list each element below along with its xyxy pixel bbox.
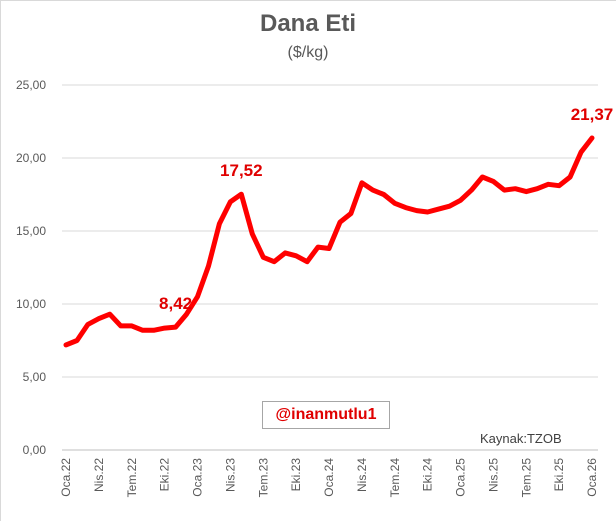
- x-tick-label: Eki.24: [421, 458, 435, 492]
- x-tick-label: Tem.22: [125, 458, 139, 498]
- chart-title: Dana Eti: [259, 10, 357, 37]
- y-tick-label: 15,00: [16, 224, 46, 238]
- watermark-label: @inanmutlu1: [262, 401, 390, 429]
- y-tick-label: 20,00: [16, 151, 46, 165]
- x-tick-label: Nis.25: [486, 458, 500, 492]
- x-tick-label: Oca.25: [454, 458, 468, 497]
- x-tick-label: Nis.24: [355, 458, 369, 492]
- x-tick-label: Eki.25: [552, 458, 566, 492]
- x-tick-label: Nis.23: [223, 458, 237, 492]
- x-tick-label: Oca.22: [59, 458, 73, 497]
- x-tick-label: Tem.24: [388, 458, 402, 498]
- chart-subtitle: ($/kg): [287, 44, 329, 61]
- x-tick-label: Tem.25: [519, 458, 533, 498]
- data-label: 17,52: [220, 161, 263, 180]
- series-line: [63, 135, 595, 348]
- x-tick-label: Oca.23: [191, 458, 205, 497]
- x-tick-label: Eki.23: [289, 458, 303, 492]
- x-tick-label: Oca.26: [585, 458, 599, 497]
- chart-border-top: [0, 0, 616, 1]
- y-tick-label: 0,00: [23, 443, 47, 457]
- y-tick-label: 5,00: [23, 370, 47, 384]
- x-tick-label: Eki.22: [158, 458, 172, 492]
- x-tick-label: Tem.23: [256, 458, 270, 498]
- source-label: Kaynak:TZOB: [480, 431, 562, 446]
- x-tick-label: Oca.24: [322, 458, 336, 497]
- chart-border-left: [0, 0, 1, 521]
- x-tick-label: Nis.22: [92, 458, 106, 492]
- y-tick-label: 10,00: [16, 297, 46, 311]
- data-label: 21,37: [571, 105, 614, 124]
- y-tick-label: 25,00: [16, 78, 46, 92]
- data-label: 8,42: [159, 294, 192, 313]
